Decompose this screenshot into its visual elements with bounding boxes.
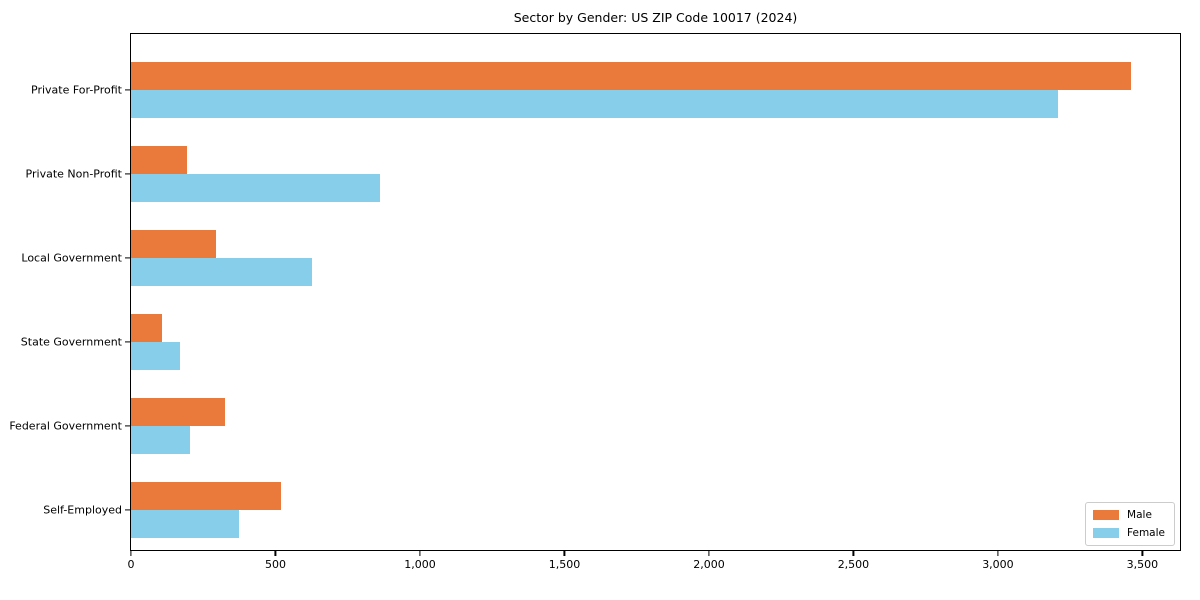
bar-male: [131, 398, 225, 426]
bar-female: [131, 90, 1059, 118]
y-tick-label: State Government: [20, 335, 122, 349]
y-tick-mark: [125, 341, 130, 343]
y-tick-label: Private For-Profit: [31, 83, 122, 97]
y-tick-label: Federal Government: [9, 419, 122, 433]
x-tick-label: 500: [264, 558, 286, 571]
y-tick-label: Private Non-Profit: [25, 167, 122, 181]
y-tick-mark: [125, 89, 130, 91]
legend-label-female: Female: [1127, 527, 1165, 539]
x-tick-mark: [852, 551, 855, 556]
bar-female: [131, 342, 180, 370]
x-tick-mark: [1141, 551, 1144, 556]
bar-male: [131, 314, 162, 342]
bars-layer: [131, 34, 1180, 550]
bar-male: [131, 230, 216, 258]
y-tick-mark: [125, 509, 130, 511]
x-tick-label: 1,000: [404, 558, 436, 571]
chart-title: Sector by Gender: US ZIP Code 10017 (202…: [513, 10, 798, 25]
x-tick-mark: [419, 551, 421, 556]
x-tick-mark: [274, 551, 277, 556]
plot-area: Male Female Private For-Profit Private No…: [9, 33, 1181, 571]
legend-swatch-male: [1093, 510, 1120, 520]
x-tick-mark: [708, 551, 710, 556]
bar-male: [131, 146, 187, 174]
bar-female: [131, 510, 239, 538]
legend: Male Female: [1085, 502, 1175, 546]
bar-female: [131, 426, 190, 454]
x-tick-mark: [130, 551, 132, 556]
legend-label-male: Male: [1127, 509, 1152, 521]
bar-female: [131, 174, 380, 202]
bar-male: [131, 62, 1131, 90]
x-tick-mark: [563, 551, 566, 556]
y-tick-label: Self-Employed: [43, 503, 122, 517]
x-tick-label: 3,500: [1126, 558, 1159, 571]
x-tick-mark: [997, 551, 999, 556]
y-tick-mark: [125, 173, 130, 175]
x-tick-label: 2,500: [837, 558, 870, 571]
y-tick-label: Local Government: [21, 251, 122, 265]
y-tick-mark: [125, 257, 130, 259]
y-tick-mark: [125, 425, 130, 427]
x-tick-label: 1,500: [548, 558, 581, 571]
x-tick-label: 3,000: [982, 558, 1014, 571]
legend-swatch-female: [1093, 528, 1120, 538]
bar-male: [131, 482, 282, 510]
x-tick-label: 2,000: [693, 558, 725, 571]
legend-item-male: Male: [1093, 509, 1165, 521]
bar-female: [131, 258, 313, 286]
legend-item-female: Female: [1093, 527, 1165, 539]
x-tick-label: 0: [127, 558, 135, 571]
